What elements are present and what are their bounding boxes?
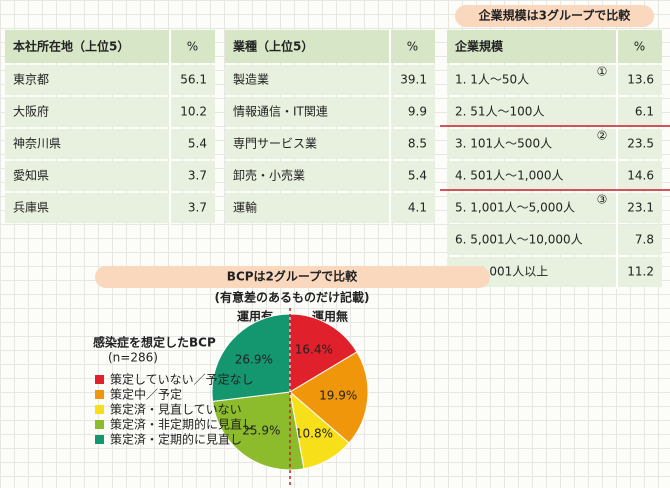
row-value: 56.1	[180, 73, 207, 87]
row-value: 3.7	[188, 169, 207, 183]
legend-label: 策定していない／予定なし	[110, 372, 254, 387]
row-value: 14.6	[627, 169, 654, 183]
slice-label: 19.9%	[319, 389, 357, 403]
header-label: 本社所在地（上位5）	[13, 39, 129, 54]
row-value: 7.8	[635, 233, 654, 247]
table-header	[447, 30, 662, 63]
group-marker: ②	[597, 129, 608, 143]
row-label: 3. 101人～500人	[455, 137, 552, 151]
legend-swatch	[95, 390, 104, 399]
row-label: 2. 51人～100人	[455, 105, 544, 119]
group-marker: ③	[597, 193, 608, 207]
slice-label: 26.9%	[235, 352, 273, 366]
row-label: 卸売・小売業	[233, 168, 305, 183]
row-label: 6. 5,001人～10,000人	[455, 233, 583, 247]
table-row	[447, 97, 662, 127]
table-row	[447, 65, 662, 95]
row-label: 専門サービス業	[233, 137, 317, 151]
row-label: 愛知県	[13, 169, 49, 183]
table-row	[5, 129, 215, 159]
table-row	[225, 161, 435, 191]
row-value: 23.5	[627, 137, 654, 151]
table-row	[447, 129, 662, 159]
row-value: 9.9	[408, 105, 427, 119]
row-label: 情報通信・IT関連	[233, 105, 328, 119]
banner: 企業規模は3グループで比較	[478, 8, 632, 23]
legend-label: 策定済・見直していない	[110, 402, 242, 417]
pie-slice	[289, 351, 369, 444]
table-row	[5, 65, 215, 95]
subtitle: (有意差のあるものだけ記載)	[215, 290, 370, 305]
row-value: 5.4	[188, 137, 207, 151]
row-value: 39.1	[400, 73, 427, 87]
header-label: 業種（上位5）	[232, 39, 313, 54]
row-value: 13.6	[627, 73, 654, 87]
row-label: 1. 1人～50人	[455, 73, 529, 87]
table-row	[225, 65, 435, 95]
table-row	[5, 161, 215, 191]
row-label: 神奈川県	[13, 137, 61, 151]
table-row	[225, 193, 435, 223]
legend-swatch	[95, 405, 104, 414]
chart-note: (n=286)	[108, 351, 158, 365]
row-value: 4.1	[408, 201, 427, 215]
table-row	[225, 129, 435, 159]
row-label: 運輸	[233, 200, 257, 215]
row-label: 4. 501人～1,000人	[455, 169, 564, 183]
slice-label: 25.9%	[242, 423, 280, 437]
header-unit: %	[634, 40, 645, 54]
table-row	[5, 97, 215, 127]
banner-bg	[455, 5, 654, 27]
legend-swatch	[95, 435, 104, 444]
legend-label: 策定済・非定期的に見直し	[110, 417, 254, 432]
row-value: 23.1	[627, 201, 654, 215]
legend-label: 策定中／予定	[110, 387, 182, 402]
row-value: 5.4	[408, 169, 427, 183]
pie-slice	[289, 313, 358, 393]
header-label: 企業規模	[454, 39, 504, 54]
row-label: 東京都	[13, 73, 49, 87]
legend-swatch	[95, 420, 104, 429]
chart-title: 感染症を想定したBCP	[93, 335, 216, 350]
group-label: 運用無	[312, 309, 348, 324]
slice-label: 16.4%	[295, 342, 333, 356]
row-label: 兵庫県	[13, 201, 49, 215]
header-unit: %	[407, 40, 418, 54]
banner: BCPは2グループで比較	[227, 269, 358, 284]
row-value: 10.2	[180, 105, 207, 119]
banner-bg	[95, 266, 490, 288]
table-row	[5, 193, 215, 223]
table-row	[447, 161, 662, 191]
pie-slice	[211, 313, 291, 402]
pie-slice	[212, 391, 305, 471]
row-value: 3.7	[188, 201, 207, 215]
table-header	[225, 30, 435, 63]
legend-label: 策定済・定期的に見直し	[110, 432, 242, 447]
row-value: 6.1	[635, 105, 654, 119]
row-label: 製造業	[233, 73, 269, 87]
row-value: 8.5	[408, 137, 427, 151]
row-value: 11.2	[627, 265, 654, 279]
group-marker: ①	[597, 65, 608, 79]
row-label: 大阪府	[13, 104, 49, 119]
table-header	[5, 30, 215, 63]
header-unit: %	[187, 40, 198, 54]
slice-label: 10.8%	[295, 426, 333, 440]
table-row	[225, 97, 435, 127]
row-label: 5. 1,001人～5,000人	[455, 201, 575, 215]
table-row	[447, 225, 662, 255]
legend-swatch	[95, 375, 104, 384]
table-row	[447, 193, 662, 223]
